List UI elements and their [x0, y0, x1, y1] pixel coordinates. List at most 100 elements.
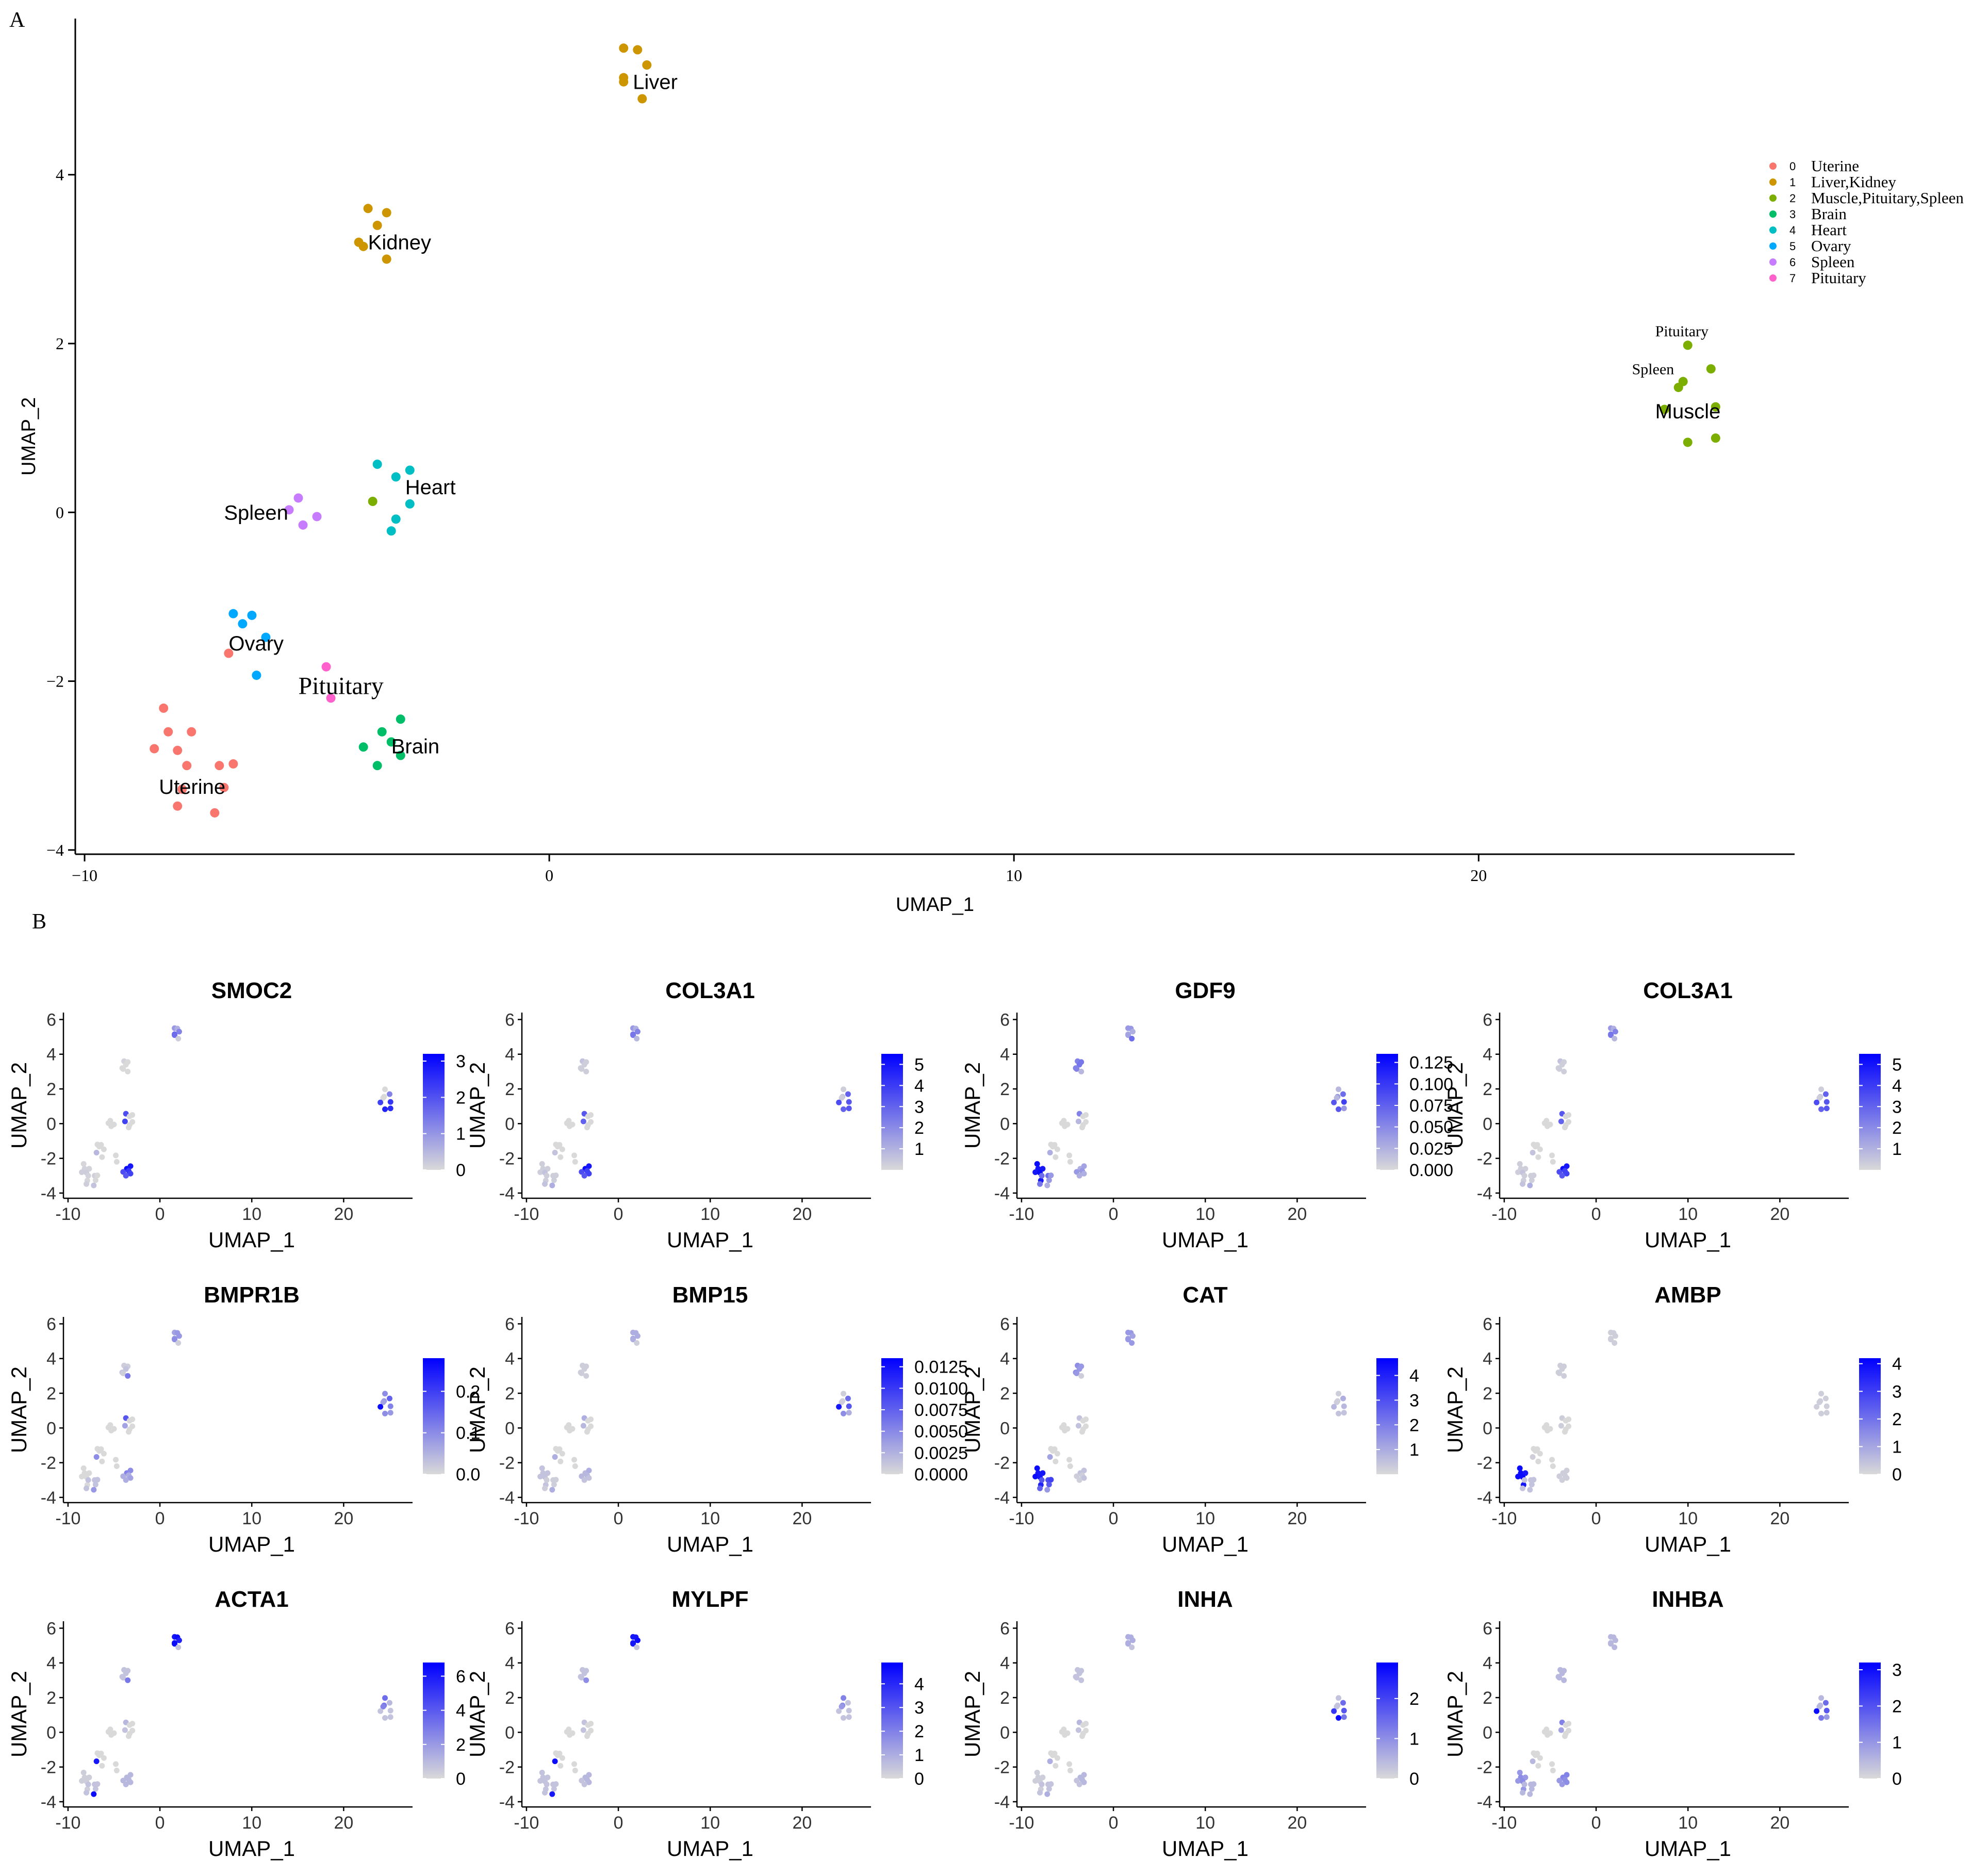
expression-point: [836, 1708, 842, 1714]
expression-point: [1340, 1395, 1346, 1402]
cluster-5-point: [228, 609, 238, 618]
expression-point: [176, 1333, 182, 1339]
y-tick-label: 2: [46, 1688, 56, 1708]
expression-point: [85, 1172, 91, 1179]
expression-point: [120, 1674, 126, 1681]
y-tick-label: -4: [1477, 1184, 1492, 1203]
expression-point: [1083, 1112, 1089, 1118]
expression-point: [580, 1727, 586, 1733]
expression-point: [1129, 1333, 1136, 1339]
cluster-2-point: [1660, 404, 1669, 414]
expression-point: [581, 1781, 587, 1787]
y-tick-label: -4: [41, 1792, 56, 1812]
expression-point: [557, 1458, 564, 1464]
expression-point: [386, 1395, 392, 1402]
colorbar-tick-label: 0.0050: [914, 1422, 968, 1442]
expression-point: [1530, 1758, 1536, 1765]
expression-point: [1520, 1789, 1526, 1796]
x-tick-label: 10: [1195, 1204, 1215, 1224]
cluster-2-point: [1683, 437, 1693, 447]
x-axis-label: UMAP_1: [208, 1532, 295, 1556]
colorbar-tick-label: 4: [1892, 1355, 1902, 1374]
cluster-6-point: [312, 512, 322, 522]
expression-point: [1039, 1781, 1045, 1787]
expression-point: [1527, 1487, 1533, 1493]
expression-point: [1559, 1172, 1565, 1179]
expression-point: [176, 1029, 182, 1035]
y-tick-label: 4: [46, 1654, 56, 1673]
colorbar-tick-label: 4: [914, 1076, 924, 1096]
expression-point: [1331, 1708, 1337, 1714]
expression-point: [553, 1172, 559, 1179]
expression-point: [1032, 1169, 1039, 1176]
expression-point: [1129, 1029, 1136, 1035]
expression-point: [1129, 1035, 1135, 1041]
legend-swatch: [1769, 226, 1777, 234]
expression-point: [845, 1700, 851, 1706]
x-axis-label: UMAP_1: [667, 1532, 753, 1556]
colorbar: [1376, 1054, 1398, 1170]
expression-point: [539, 1465, 545, 1471]
expression-point: [1066, 1761, 1073, 1767]
expression-point: [1047, 1758, 1053, 1765]
expression-point: [1066, 1457, 1073, 1463]
expression-point: [1549, 1152, 1555, 1159]
y-tick-label: -4: [994, 1488, 1010, 1508]
y-tick-label: -4: [994, 1184, 1010, 1203]
expression-point: [1081, 1475, 1087, 1481]
x-tick-label: 10: [700, 1204, 720, 1224]
x-axis-label: UMAP_1: [1645, 1532, 1731, 1556]
expression-point: [93, 1150, 100, 1156]
legend-number: 3: [1789, 208, 1796, 221]
expression-point: [1521, 1172, 1527, 1179]
expression-point: [1037, 1789, 1043, 1796]
expression-point: [572, 1463, 578, 1469]
expression-point: [1341, 1105, 1347, 1112]
colorbar-tick-label: 1: [914, 1746, 924, 1765]
expression-point: [1566, 1721, 1572, 1727]
colorbar-tick-label: 2: [456, 1088, 466, 1107]
expression-point: [1535, 1763, 1541, 1769]
expression-point: [846, 1707, 852, 1714]
legend-swatch: [1769, 194, 1777, 202]
expression-point: [1556, 1370, 1563, 1376]
expression-point: [1521, 1781, 1527, 1787]
expression-point: [1534, 1142, 1540, 1148]
y-tick-label: 2: [46, 1384, 56, 1404]
y-axis-label: UMAP_2: [7, 1062, 31, 1149]
y-tick-label: 2: [46, 1080, 56, 1099]
expression-point: [1125, 1641, 1131, 1647]
annotation-label: Liver: [633, 71, 678, 94]
legend-number: 7: [1789, 272, 1796, 285]
plot-title: CAT: [1182, 1282, 1227, 1308]
expression-point: [551, 1786, 557, 1792]
colorbar: [423, 1054, 445, 1170]
expression-point: [630, 1337, 636, 1343]
cluster-4-point: [405, 465, 415, 475]
expression-point: [1062, 1123, 1068, 1129]
y-axis-label: UMAP_2: [960, 1062, 984, 1149]
y-axis-label: UMAP_2: [465, 1062, 489, 1149]
expression-point: [634, 1035, 640, 1041]
y-tick-label: -4: [994, 1792, 1010, 1812]
expression-point: [1550, 1767, 1556, 1773]
cluster-2-point: [1711, 402, 1720, 412]
expression-point: [579, 1370, 585, 1376]
legend-swatch: [1769, 274, 1777, 282]
expression-point: [579, 1066, 585, 1072]
expression-point: [1075, 1118, 1081, 1125]
expression-point: [127, 1170, 134, 1177]
expression-point: [572, 1159, 578, 1165]
expression-point: [1341, 1714, 1347, 1720]
expression-point: [1046, 1786, 1052, 1792]
colorbar-tick-label: 0.0025: [914, 1443, 968, 1463]
expression-point: [1612, 1644, 1618, 1650]
expression-point: [846, 1714, 852, 1720]
expression-point: [1556, 1674, 1563, 1681]
expression-point: [556, 1446, 563, 1452]
expression-point: [113, 1457, 119, 1463]
expression-point: [1564, 1779, 1570, 1785]
expression-point: [1564, 1170, 1570, 1177]
x-tick-label: -10: [55, 1204, 80, 1224]
expression-point: [551, 1177, 557, 1183]
